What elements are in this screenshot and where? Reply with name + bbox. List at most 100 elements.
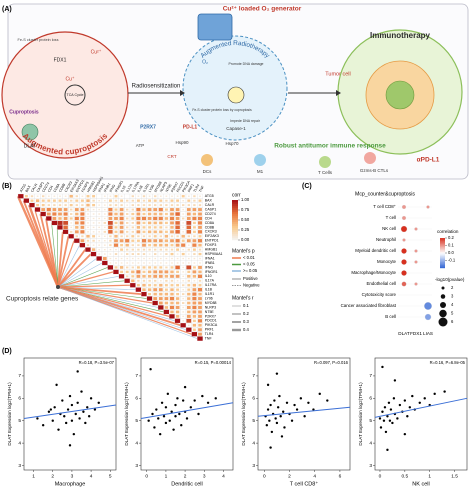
row-label: Cytotoxicity score	[362, 292, 397, 297]
heatmap-cell	[141, 292, 147, 297]
heatmap-cell	[192, 288, 197, 292]
heatmap-cell	[142, 212, 146, 216]
column-label: DLAT	[398, 331, 410, 336]
heatmap-cell	[159, 199, 163, 202]
heatmap-cell	[75, 226, 79, 229]
heatmap-cell	[147, 270, 152, 274]
diagram-label: DCs	[203, 169, 212, 174]
point	[82, 410, 85, 413]
heatmap-cell	[74, 216, 79, 221]
heatmap-cell	[137, 244, 140, 247]
point	[160, 401, 164, 404]
point	[180, 424, 183, 427]
heatmap-cell	[193, 235, 196, 238]
point	[303, 415, 306, 418]
gene-label-top: CD274	[41, 181, 50, 192]
gene-label-top: PIK3CA	[181, 180, 191, 193]
heatmap-cell	[119, 225, 124, 229]
heatmap-cell	[154, 279, 157, 282]
heatmap-cell	[98, 244, 101, 246]
point	[388, 419, 392, 422]
heatmap-cell	[75, 199, 79, 202]
annotation: R=0.16, P=6.8e-05	[430, 360, 466, 365]
heatmap-cell	[180, 323, 186, 328]
heatmap-cell	[153, 270, 158, 274]
heatmap-cell	[148, 195, 151, 197]
colorbar-segment	[440, 251, 445, 254]
heatmap-cell	[146, 296, 153, 301]
point	[66, 408, 70, 411]
heatmap-cell	[130, 283, 136, 288]
heatmap-cell	[119, 221, 124, 225]
heatmap-cell	[154, 253, 157, 256]
heatmap-cell	[81, 195, 84, 197]
point	[166, 392, 170, 396]
heatmap-cell	[52, 208, 57, 212]
point	[183, 385, 187, 389]
point	[295, 408, 299, 411]
heatmap-cell	[142, 248, 146, 251]
diagram-label: M1	[257, 169, 264, 174]
heatmap-cell	[136, 221, 141, 225]
heatmap-cell	[164, 217, 169, 220]
heatmap-cell	[187, 297, 191, 300]
point	[84, 421, 87, 425]
heatmap-cell	[192, 221, 196, 225]
point	[403, 432, 407, 436]
heatmap-cell	[175, 221, 180, 225]
heatmap-cell	[175, 212, 180, 216]
y-axis-label: DLAT Expression log2(TPM+1)	[7, 382, 12, 446]
heatmap-cell	[87, 226, 89, 229]
gene-label-right: CASP1	[205, 207, 217, 211]
heatmap-cell	[175, 225, 180, 230]
point	[318, 392, 321, 396]
heatmap-cell	[187, 310, 191, 314]
heatmap-cell	[109, 195, 112, 197]
point	[387, 401, 391, 404]
y-tick-label: 6	[252, 396, 255, 402]
heatmap-cell	[154, 204, 157, 207]
heatmap-cell	[126, 262, 129, 264]
x-axis-label: Macrophage	[55, 481, 86, 487]
colorbar-tick-label: 0.1	[448, 243, 454, 248]
annotation: R=0.097, P=0.016	[314, 360, 349, 365]
plot-frame	[140, 357, 234, 471]
heatmap-cell	[182, 231, 185, 233]
mantel-line	[57, 236, 70, 288]
point	[307, 401, 310, 404]
heatmap-cell	[109, 253, 112, 255]
diagram-label: Hsp90	[175, 140, 189, 145]
heatmap-cell	[182, 217, 185, 220]
heatmap-cell	[75, 212, 79, 216]
point	[206, 401, 210, 404]
heatmap-cell	[87, 217, 89, 220]
point	[157, 417, 160, 420]
heatmap-cell	[164, 292, 169, 296]
heatmap-cell	[192, 323, 197, 327]
heatmap-cell	[159, 204, 162, 207]
heatmap-cell	[70, 213, 73, 215]
diagram-label: Fe-S cluster protein loss	[18, 38, 59, 42]
heatmap-cell	[98, 253, 101, 255]
heatmap-cell	[109, 239, 112, 242]
heatmap-cell	[175, 305, 180, 309]
y-axis-label: DLAT Expression log2(TPM+1)	[124, 382, 129, 446]
heatmap-cell	[171, 195, 173, 197]
heatmap-cell	[158, 207, 163, 212]
diagram-label: Tumor cell	[325, 71, 350, 77]
point	[36, 417, 39, 420]
y-tick-label: 3	[369, 463, 372, 469]
y-tick-label: 5	[252, 418, 255, 424]
x-tick-label: 3	[203, 473, 206, 479]
heatmap-cell	[70, 222, 73, 224]
heatmap-cell	[103, 244, 106, 246]
x-tick-label: 1	[32, 473, 35, 479]
heatmap-cell	[192, 248, 196, 251]
heatmap-cell	[53, 195, 56, 197]
heatmap-cell	[147, 230, 152, 234]
heatmap-cell	[63, 208, 68, 212]
heatmap-cell	[108, 207, 113, 212]
heatmap-cell	[158, 288, 163, 292]
gene-label-top: PRF1	[187, 183, 195, 193]
heatmap-cell	[109, 204, 112, 207]
